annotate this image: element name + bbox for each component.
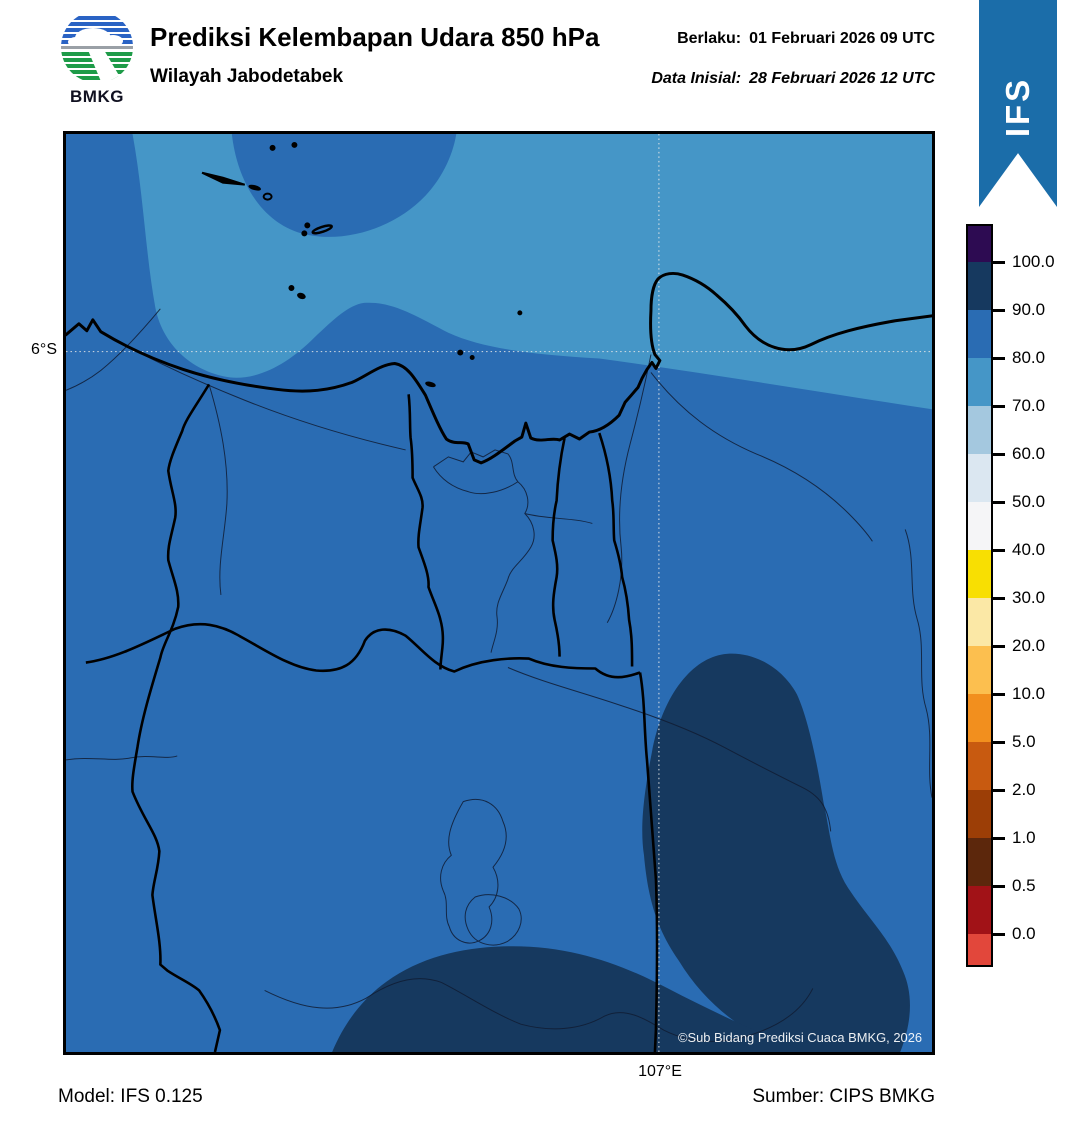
colorbar-segment bbox=[968, 934, 991, 965]
colorbar-tick-label: 30.0 bbox=[1012, 588, 1046, 607]
valid-time-label: Berlaku: bbox=[677, 30, 742, 47]
colorbar-tick-label: 80.0 bbox=[1012, 348, 1046, 367]
islands bbox=[201, 141, 523, 388]
colorbar-tick bbox=[991, 452, 1005, 456]
valid-time-line: Berlaku: 01 Februari 2026 09 UTC bbox=[677, 30, 935, 48]
init-time-label: Data Inisial: bbox=[651, 70, 742, 87]
colorbar-segment bbox=[968, 838, 991, 886]
humidity-contour-map: ©Sub Bidang Prediksi Cuaca BMKG, 2026 bbox=[66, 134, 932, 1052]
colorbar-segment bbox=[968, 790, 991, 838]
colorbar-tick-label: 40.0 bbox=[1012, 540, 1046, 559]
map-fill-north-dome bbox=[231, 134, 457, 237]
valid-time-value: 01 Februari 2026 09 UTC bbox=[749, 30, 935, 47]
colorbar-tick bbox=[991, 932, 1005, 936]
colorbar-tick bbox=[991, 836, 1005, 840]
colorbar-segment bbox=[968, 310, 991, 358]
bmkg-logo-text: BMKG bbox=[70, 87, 124, 106]
colorbar-segment bbox=[968, 694, 991, 742]
colorbar-segment bbox=[968, 406, 991, 454]
page-subtitle: Wilayah Jabodetabek bbox=[150, 66, 344, 87]
colorbar-segment bbox=[968, 742, 991, 790]
colorbar-segment bbox=[968, 454, 991, 502]
colorbar-tick bbox=[991, 356, 1005, 360]
colorbar-tick-label: 20.0 bbox=[1012, 636, 1046, 655]
colorbar-tick-label: 0.5 bbox=[1012, 876, 1036, 895]
bmkg-logo-icon bbox=[61, 11, 133, 83]
lat-axis-label: 6°S bbox=[31, 341, 57, 358]
graticule bbox=[66, 134, 932, 1052]
init-time-line: Data Inisial: 28 Februari 2026 12 UTC bbox=[651, 70, 935, 88]
map-fill-southeast-blob bbox=[642, 653, 910, 1052]
colorbar-tick bbox=[991, 788, 1005, 792]
colorbar-tick bbox=[991, 884, 1005, 888]
colorbar-tick-label: 1.0 bbox=[1012, 828, 1036, 847]
colorbar-tick-label: 0.0 bbox=[1012, 924, 1036, 943]
colorbar-tick-label: 2.0 bbox=[1012, 780, 1036, 799]
colorbar-tick bbox=[991, 404, 1005, 408]
colorbar-tick-label: 10.0 bbox=[1012, 684, 1046, 703]
colorbar-tick-label: 50.0 bbox=[1012, 492, 1046, 511]
page-title: Prediksi Kelembapan Udara 850 hPa bbox=[150, 22, 600, 52]
colorbar-segment bbox=[968, 502, 991, 550]
colorbar-segment bbox=[968, 262, 991, 310]
model-ribbon-label: IFS bbox=[999, 76, 1036, 138]
colorbar-tick-label: 5.0 bbox=[1012, 732, 1036, 751]
colorbar-tick bbox=[991, 308, 1005, 312]
source-info: Sumber: CIPS BMKG bbox=[752, 1086, 935, 1107]
colorbar-tick-label: 70.0 bbox=[1012, 396, 1046, 415]
colorbar-tick-label: 60.0 bbox=[1012, 444, 1046, 463]
colorbar-tick bbox=[991, 644, 1005, 648]
init-time-value: 28 Februari 2026 12 UTC bbox=[749, 70, 935, 87]
map-copyright: ©Sub Bidang Prediksi Cuaca BMKG, 2026 bbox=[678, 1030, 922, 1045]
coastline bbox=[66, 271, 932, 465]
colorbar-tick-label: 100.0 bbox=[1012, 252, 1055, 271]
model-ribbon: IFS bbox=[979, 0, 1057, 207]
colorbar-tick-label: 90.0 bbox=[1012, 300, 1046, 319]
colorbar-tick bbox=[991, 692, 1005, 696]
colorbar-segment bbox=[968, 226, 991, 262]
bmkg-logo: BMKG bbox=[54, 10, 140, 107]
lon-axis-label: 107°E bbox=[638, 1063, 682, 1080]
colorbar-segment bbox=[968, 358, 991, 406]
colorbar-bar bbox=[966, 224, 993, 967]
district-boundaries bbox=[66, 308, 932, 1042]
colorbar-tick bbox=[991, 740, 1005, 744]
colorbar-segment bbox=[968, 886, 991, 934]
colorbar-tick bbox=[991, 500, 1005, 504]
map-canvas: ©Sub Bidang Prediksi Cuaca BMKG, 2026 bbox=[63, 131, 935, 1055]
model-info: Model: IFS 0.125 bbox=[58, 1086, 203, 1107]
colorbar-tick bbox=[991, 260, 1005, 264]
colorbar-segment bbox=[968, 646, 991, 694]
colorbar-segment bbox=[968, 598, 991, 646]
map-fill-south-strip bbox=[332, 946, 806, 1052]
colorbar-segment bbox=[968, 550, 991, 598]
colorbar-tick bbox=[991, 548, 1005, 552]
colorbar-tick bbox=[991, 596, 1005, 600]
admin-boundaries bbox=[85, 383, 659, 1052]
